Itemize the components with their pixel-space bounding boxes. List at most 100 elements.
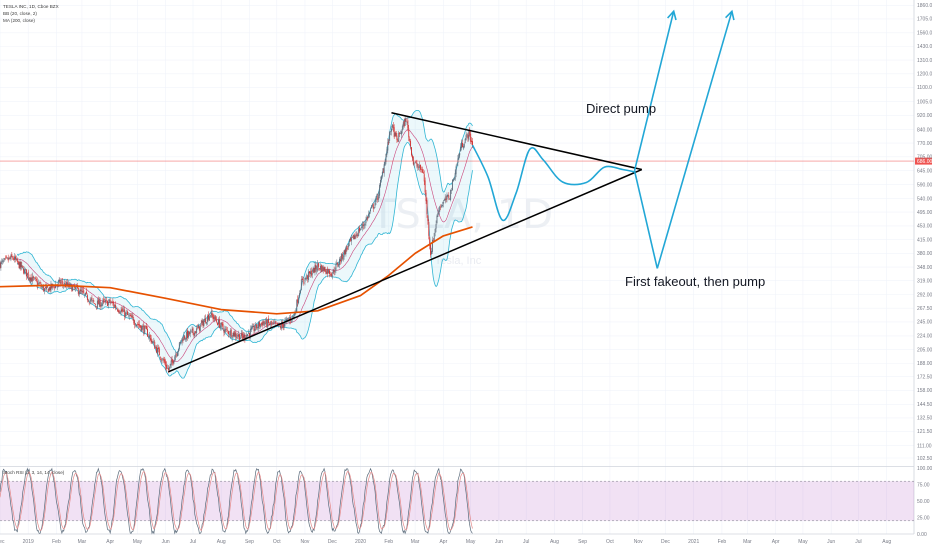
candle-body [427, 215, 429, 222]
time-tick-label: Apr [106, 539, 114, 545]
candle-body [142, 326, 144, 327]
candle-body [323, 267, 325, 271]
candle-body [34, 277, 36, 279]
candle-body [45, 286, 46, 288]
candle-body [190, 330, 192, 332]
candle-body [265, 319, 267, 324]
time-tick-label: Aug [550, 539, 559, 545]
time-tick-label: Dec [0, 539, 5, 545]
candle-body [133, 318, 135, 324]
candle-body [302, 279, 304, 283]
candle-body [79, 289, 81, 294]
candle-body [140, 325, 142, 331]
candle-body [250, 328, 252, 331]
candle-body [90, 299, 92, 301]
candle-body [27, 271, 29, 278]
candle-body [222, 323, 224, 329]
candle-body [97, 299, 99, 305]
candle-body [235, 332, 237, 337]
candle-body [268, 318, 270, 323]
candle-body [167, 368, 169, 371]
candle-body [45, 286, 47, 290]
candle-body [342, 256, 344, 260]
candle-body [262, 322, 264, 326]
candle-body [246, 334, 248, 340]
candle-body [380, 176, 382, 180]
candle-body [75, 287, 77, 289]
candle-body [430, 244, 432, 256]
candle-body [20, 261, 22, 268]
candle-body [310, 270, 312, 276]
candle-body [406, 121, 408, 123]
price-tick-label: 495.00 [917, 210, 932, 216]
candle-body [211, 313, 213, 316]
candle-body [106, 299, 107, 301]
candle-body [96, 306, 97, 307]
candle-body [240, 333, 242, 337]
candle-body [254, 329, 256, 331]
candle-body [135, 325, 137, 327]
candle-body [228, 334, 230, 335]
candle-body [392, 125, 394, 129]
candle-body [3, 260, 5, 262]
candle-body [95, 304, 97, 305]
candle-body [220, 322, 222, 328]
candle-body [161, 360, 163, 362]
candle-body [440, 206, 442, 208]
candle-body [182, 339, 184, 341]
price-tick-label: 645.00 [917, 169, 932, 175]
candle-body [42, 285, 44, 289]
time-tick-label: Mar [78, 539, 87, 545]
candle-body [437, 213, 439, 217]
candle-body [61, 281, 63, 282]
candle-body [141, 326, 143, 332]
candle-body [146, 326, 148, 330]
candle-body [104, 301, 106, 302]
direct-pump-arrow-head [667, 9, 677, 21]
candle-body [404, 118, 406, 126]
candle-body [177, 349, 179, 352]
candle-body [221, 322, 223, 325]
candle-body [55, 284, 56, 289]
candle-body [364, 224, 366, 226]
candle-body [185, 338, 187, 340]
candle-body [272, 321, 274, 323]
candle-body [393, 127, 395, 138]
candle-body [174, 356, 176, 362]
candle-body [405, 118, 407, 122]
candle-body [30, 277, 32, 282]
candle-body [5, 256, 7, 258]
candle-body [159, 356, 161, 359]
candle-body [287, 319, 289, 320]
candle-body [178, 342, 180, 350]
candle-body [188, 331, 190, 335]
candle-body [391, 128, 392, 132]
candle-body [381, 171, 383, 177]
price-tick-label: 188.00 [917, 361, 932, 367]
candle-body [43, 285, 45, 292]
candle-body [360, 227, 362, 228]
stoch-d-line [0, 470, 473, 532]
stoch-rsi-axis: 0.00 25.00 50.00 75.00 100.00 [917, 466, 932, 538]
ma-200-polyline [0, 226, 473, 315]
candle-body [372, 204, 374, 209]
candle-body [350, 238, 351, 241]
candle-body [441, 205, 443, 207]
indicator-bb-label: BB (20, close, 2) [3, 11, 37, 16]
candle-body [298, 297, 300, 303]
candle-body [74, 286, 76, 288]
candle-body [137, 324, 138, 325]
candle-body [308, 271, 310, 281]
candle-body [286, 318, 288, 321]
candle-body [219, 325, 221, 329]
candle-body [35, 277, 36, 279]
candle-body [458, 154, 460, 160]
candle-body [290, 320, 292, 322]
candle-body [284, 321, 286, 326]
candle-body [352, 235, 354, 238]
candle-body [376, 196, 378, 197]
candle-body [139, 325, 141, 327]
candle-body [83, 290, 85, 294]
candle-body [16, 258, 18, 263]
